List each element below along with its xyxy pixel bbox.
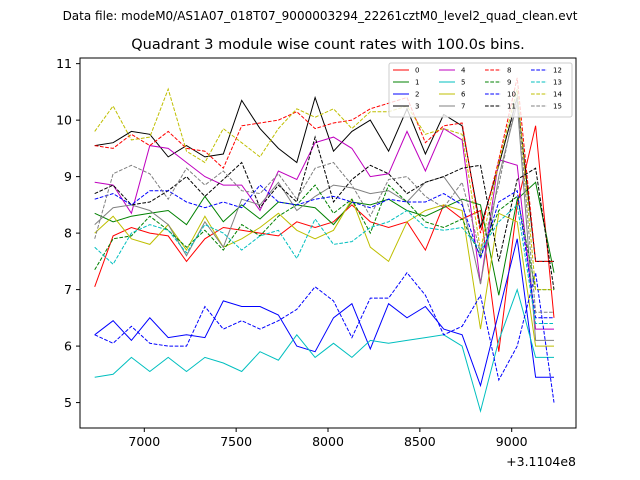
series-line-3 xyxy=(94,95,554,262)
legend-label-2: 2 xyxy=(415,91,419,99)
y-axis-ticks: 5 6 7 8 9 10 11 xyxy=(56,56,80,410)
x-axis-ticks: 7000 7500 8000 8500 9000 xyxy=(128,428,528,449)
series-line-8 xyxy=(94,77,554,262)
series-line-5 xyxy=(94,287,554,414)
x-tick-label: 9000 xyxy=(496,434,528,449)
chart-title: Quadrant 3 module wise count rates with … xyxy=(131,37,525,53)
x-tick-label: 7000 xyxy=(128,434,160,449)
legend-box xyxy=(388,62,573,118)
legend-label-8: 8 xyxy=(507,67,511,75)
legend-label-3: 3 xyxy=(415,103,419,111)
series-line-1 xyxy=(94,181,555,296)
chart-suptitle: Data file: modeM0/AS1A07_018T07_90000032… xyxy=(63,9,578,23)
legend-label-15: 15 xyxy=(553,103,562,111)
legend-label-4: 4 xyxy=(461,67,466,75)
series-line-11 xyxy=(94,135,555,290)
x-axis-offset-label: +3.1104e8 xyxy=(506,454,576,469)
series-line-12 xyxy=(94,184,554,319)
legend-label-11: 11 xyxy=(507,103,516,111)
legend-label-13: 13 xyxy=(553,79,562,87)
legend-label-12: 12 xyxy=(553,67,562,75)
series-line-4 xyxy=(94,127,554,330)
legend-label-6: 6 xyxy=(461,91,466,99)
plot-lines xyxy=(94,77,555,414)
y-tick-label: 5 xyxy=(64,395,72,410)
series-line-7 xyxy=(94,103,554,341)
legend-label-9: 9 xyxy=(507,79,511,87)
legend-label-0: 0 xyxy=(415,67,419,75)
y-tick-label: 11 xyxy=(56,56,72,71)
y-tick-label: 6 xyxy=(64,339,72,354)
legend-label-7: 7 xyxy=(461,103,465,111)
x-tick-label: 7500 xyxy=(220,434,252,449)
y-tick-label: 7 xyxy=(64,282,72,297)
x-tick-label: 8500 xyxy=(404,434,436,449)
series-line-15 xyxy=(94,94,554,313)
series-line-2 xyxy=(94,238,554,388)
legend-label-10: 10 xyxy=(507,91,516,99)
series-line-10 xyxy=(94,271,555,403)
y-tick-label: 9 xyxy=(64,169,72,184)
y-tick-label: 10 xyxy=(56,113,72,128)
series-line-14 xyxy=(94,87,554,291)
legend-label-14: 14 xyxy=(553,91,562,99)
legend-label-5: 5 xyxy=(461,79,465,87)
legend-label-1: 1 xyxy=(415,79,419,87)
series-line-9 xyxy=(94,184,554,291)
x-tick-label: 8000 xyxy=(312,434,344,449)
y-tick-label: 8 xyxy=(64,226,72,241)
series-line-13 xyxy=(94,203,554,324)
